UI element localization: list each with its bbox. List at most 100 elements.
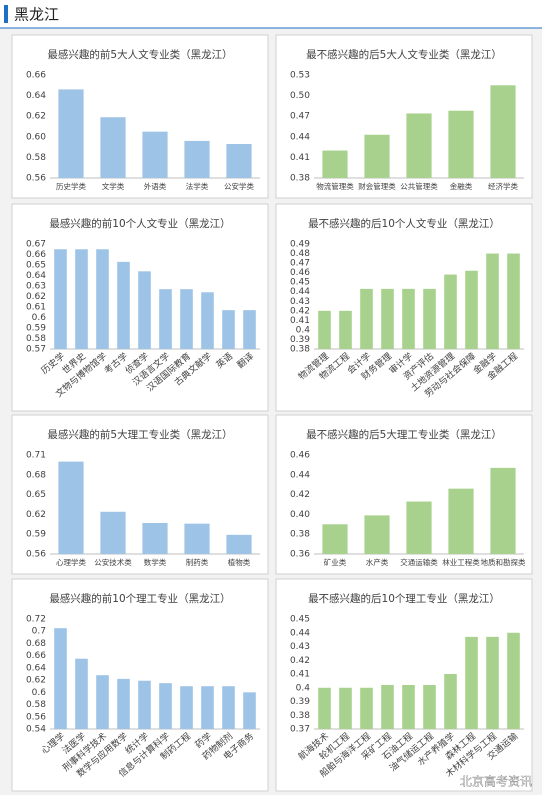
bar — [490, 467, 516, 554]
chart-title: 最不感兴趣的后10个理工专业（黑龙江） — [308, 592, 500, 605]
y-tick-label: 0.37 — [290, 725, 310, 735]
x-tick-label: 地质和勘探类 — [481, 557, 526, 567]
bar — [201, 686, 214, 729]
y-tick-label: 0.64 — [26, 91, 46, 101]
y-tick-label: 0.54 — [26, 725, 46, 735]
y-tick-label: 0.68 — [26, 639, 46, 649]
chart-panel — [11, 34, 269, 199]
bar — [138, 680, 151, 729]
y-tick-label: 0.40 — [290, 510, 310, 520]
y-tick-label: 0.65 — [26, 490, 46, 500]
y-tick-label: 0.62 — [26, 292, 46, 302]
y-tick-label: 0.46 — [290, 451, 310, 461]
bar — [222, 686, 235, 729]
y-tick-label: 0.68 — [26, 470, 46, 480]
y-tick-label: 0.53 — [290, 71, 310, 81]
bar — [117, 678, 130, 729]
x-tick-label: 植物类 — [228, 557, 251, 567]
chart-panel — [275, 34, 533, 199]
y-tick-label: 0.66 — [26, 250, 46, 260]
y-tick-label: 0.44 — [290, 470, 310, 480]
y-tick-label: 0.38 — [290, 711, 310, 721]
y-tick-label: 0.41 — [290, 153, 310, 163]
bar — [465, 636, 478, 729]
y-tick-label: 0.46 — [290, 268, 310, 278]
bar — [142, 522, 168, 554]
y-tick-label: 0.61 — [26, 303, 46, 313]
y-tick-label: 0.62 — [26, 112, 46, 122]
x-tick-label: 财会管理类 — [358, 181, 396, 191]
y-tick-label: 0.49 — [290, 240, 310, 250]
y-tick-label: 0.50 — [290, 91, 310, 101]
bar — [100, 117, 126, 178]
bar — [322, 150, 348, 178]
bar — [486, 636, 499, 729]
bar — [243, 692, 256, 729]
x-tick-label: 历史学类 — [56, 181, 86, 191]
x-tick-label: 物流管理类 — [316, 181, 354, 191]
bar — [75, 249, 88, 349]
bar — [465, 270, 478, 349]
bar — [507, 253, 520, 349]
y-tick-label: 0.63 — [26, 282, 46, 292]
y-tick-label: 0.43 — [290, 642, 310, 652]
x-tick-label: 公共管理类 — [400, 181, 438, 191]
y-tick-label: 0.64 — [26, 663, 46, 673]
x-tick-label: 金融类 — [450, 181, 473, 191]
bar — [117, 261, 130, 349]
y-tick-label: 0.47 — [290, 259, 310, 269]
x-tick-label: 公安学类 — [224, 181, 254, 191]
bar — [507, 632, 520, 729]
y-tick-label: 0.38 — [290, 174, 310, 184]
x-tick-label: 数学类 — [144, 557, 167, 567]
y-tick-label: 0.48 — [290, 249, 310, 259]
chart-title: 最感兴趣的前5大理工专业类（黑龙江） — [47, 428, 232, 441]
bar — [180, 289, 193, 349]
y-tick-label: 0.71 — [26, 451, 46, 461]
y-tick-label: 0.41 — [290, 316, 310, 326]
chart-panel — [275, 414, 533, 575]
y-tick-label: 0.42 — [290, 490, 310, 500]
y-tick-label: 0.56 — [26, 174, 46, 184]
y-tick-label: 0.38 — [290, 530, 310, 540]
bar — [100, 511, 126, 554]
bar — [360, 288, 373, 349]
bar — [448, 110, 474, 178]
bar — [226, 144, 252, 178]
bar — [159, 289, 172, 349]
y-tick-label: 0.42 — [290, 656, 310, 666]
bar — [243, 310, 256, 349]
bar — [180, 686, 193, 729]
y-tick-label: 0.58 — [26, 153, 46, 163]
header-bar — [0, 0, 542, 28]
x-tick-label: 文学类 — [102, 181, 125, 191]
bar — [444, 274, 457, 349]
y-tick-label: 0.59 — [26, 530, 46, 540]
bar — [318, 310, 331, 349]
y-tick-label: 0.42 — [290, 306, 310, 316]
x-tick-label: 交通运输类 — [400, 557, 438, 567]
y-tick-label: 0.6 — [32, 313, 47, 323]
y-tick-label: 0.36 — [290, 550, 310, 560]
watermark: 北京高考资讯 — [460, 774, 532, 789]
x-tick-label: 外语类 — [144, 181, 167, 191]
chart-title: 最不感兴趣的后10个人文专业（黑龙江） — [308, 217, 500, 230]
bar — [339, 310, 352, 349]
y-tick-label: 0.59 — [26, 324, 46, 334]
bar — [490, 85, 516, 178]
x-tick-label: 法学类 — [186, 181, 209, 191]
chart-title: 最感兴趣的前10个理工专业（黑龙江） — [49, 592, 230, 605]
y-tick-label: 0.45 — [290, 278, 310, 288]
x-tick-label: 水产类 — [366, 557, 389, 567]
y-tick-label: 0.67 — [26, 240, 46, 250]
bar — [402, 288, 415, 349]
chart-title: 最感兴趣的前10个人文专业（黑龙江） — [49, 217, 230, 230]
x-tick-label: 公安技术类 — [94, 557, 132, 567]
bar — [381, 685, 394, 729]
bar — [364, 515, 390, 554]
bar — [142, 131, 168, 178]
bar — [423, 288, 436, 349]
bar — [318, 687, 331, 729]
bar — [201, 292, 214, 349]
